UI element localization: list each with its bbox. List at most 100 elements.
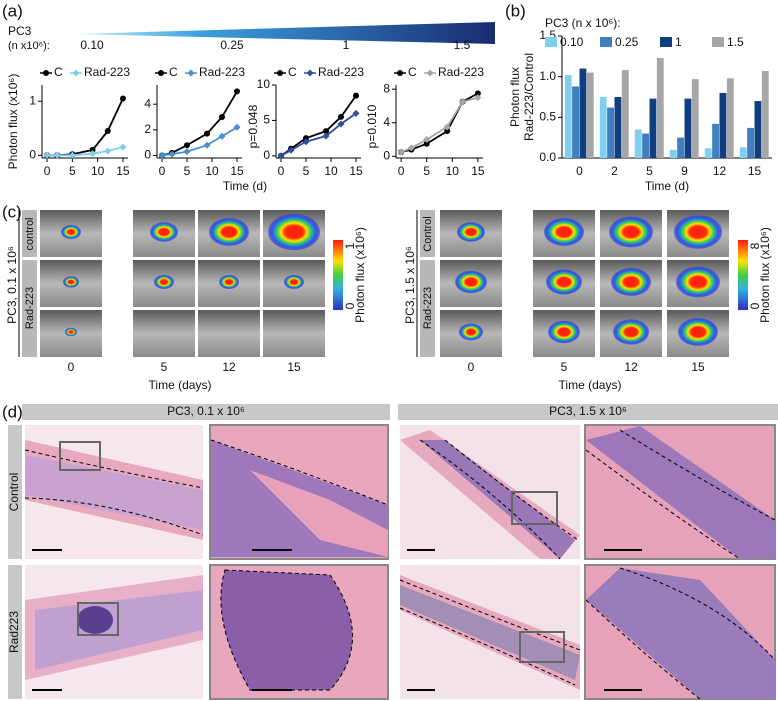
panel-label: (c) — [2, 202, 22, 221]
bar — [712, 123, 719, 158]
series-line — [400, 92, 479, 153]
x-tick-label: 12 — [713, 164, 727, 178]
y-axis-label: Photon flux — [508, 67, 522, 127]
imaging-panel: control Rad-223 PC3, 0.1 x 10⁶ 0 5 12 15 Time (… — [5, 210, 367, 392]
row-title: Rad223 — [7, 611, 21, 653]
bar — [726, 78, 734, 158]
point — [219, 114, 225, 121]
y-tick-label: 0 — [144, 148, 151, 162]
time-label: 5 — [161, 360, 168, 374]
point — [203, 141, 211, 149]
point — [104, 147, 112, 155]
row-title: Control — [422, 216, 434, 251]
series-line — [47, 98, 124, 157]
signal — [546, 269, 582, 295]
signal — [154, 275, 174, 289]
signal — [268, 213, 320, 251]
x-tick-label: 10 — [324, 164, 338, 178]
point — [68, 151, 76, 159]
image-tile — [263, 310, 325, 357]
signal — [61, 225, 81, 239]
signal — [548, 320, 580, 344]
point — [218, 132, 226, 140]
point — [183, 148, 191, 156]
point — [397, 148, 405, 156]
signal — [284, 275, 304, 289]
gradient-level: 1 — [343, 38, 350, 52]
legend-swatch — [712, 37, 724, 47]
time-label: 15 — [287, 360, 301, 374]
signal — [676, 266, 720, 298]
x-tick-label: 10 — [446, 164, 460, 178]
point — [459, 98, 467, 106]
y-tick-label: 1.0 — [539, 69, 556, 83]
series-line — [400, 96, 479, 153]
point — [184, 142, 190, 149]
legend-swatch — [660, 37, 672, 47]
bar — [684, 98, 692, 158]
point — [287, 146, 295, 154]
legend-label: C — [408, 65, 417, 79]
bar — [621, 70, 629, 158]
x-tick-label: 15 — [748, 164, 762, 178]
x-tick-label: 9 — [681, 164, 688, 178]
signal — [457, 222, 485, 242]
y-tick-label: 0 — [263, 148, 270, 162]
bar — [669, 149, 677, 158]
colorbar-max: 8 — [748, 242, 762, 249]
image-tile — [133, 310, 195, 357]
legend-label: Rad-223 — [438, 65, 484, 79]
time-label: 0 — [468, 360, 475, 374]
colorbar-min: 0 — [343, 302, 357, 309]
signal — [459, 323, 483, 341]
series-line — [161, 90, 238, 157]
y-tick-label: 8 — [383, 81, 390, 95]
colorbar — [333, 240, 343, 310]
point — [233, 123, 241, 131]
bar — [634, 129, 642, 158]
gradient-triangle — [75, 22, 495, 44]
point — [338, 113, 344, 120]
x-tick-label: 2 — [611, 164, 618, 178]
bar — [642, 133, 649, 158]
point — [302, 138, 310, 146]
x-axis-label: Time (d) — [223, 179, 267, 193]
x-tick-label: 10 — [91, 164, 105, 178]
x-axis-label: Time (d) — [645, 179, 689, 193]
point — [474, 94, 482, 102]
gradient-level: 1.5 — [454, 38, 471, 52]
legend-label: C — [54, 65, 63, 79]
row-header — [22, 210, 37, 257]
bar — [649, 98, 657, 158]
x-tick-label: 0 — [398, 164, 405, 178]
point — [119, 95, 126, 102]
gradient-level: 0.10 — [80, 38, 104, 52]
gradient-unit: (n x10⁶): — [8, 40, 50, 52]
annotation: p=0.048 — [246, 104, 260, 148]
legend-label: 1.5 — [727, 35, 744, 49]
signal — [219, 275, 239, 289]
y-tick-label: 4 — [383, 115, 390, 129]
signal — [674, 215, 722, 249]
point — [323, 128, 329, 135]
histology — [24, 424, 776, 700]
bar — [599, 97, 607, 158]
x-tick-label: 0 — [278, 164, 285, 178]
point — [407, 144, 415, 152]
y-tick-label: 0.0 — [539, 150, 556, 164]
gradient-level: 0.25 — [220, 38, 244, 52]
side-title: PC3, 0.1 x 10⁶ — [5, 246, 19, 324]
x-tick-label: 5 — [184, 164, 191, 178]
point — [104, 127, 111, 134]
row-header — [8, 565, 22, 699]
colorbar-label: Photon flux (x10⁶) — [758, 227, 772, 323]
point — [423, 140, 430, 147]
panel-label: (d) — [2, 402, 23, 421]
legend-label: 1 — [675, 35, 682, 49]
point — [53, 151, 61, 159]
bar — [656, 57, 664, 158]
annotation: p=0.010 — [365, 104, 379, 148]
bar — [677, 137, 684, 158]
colorbar-min: 0 — [748, 302, 762, 309]
